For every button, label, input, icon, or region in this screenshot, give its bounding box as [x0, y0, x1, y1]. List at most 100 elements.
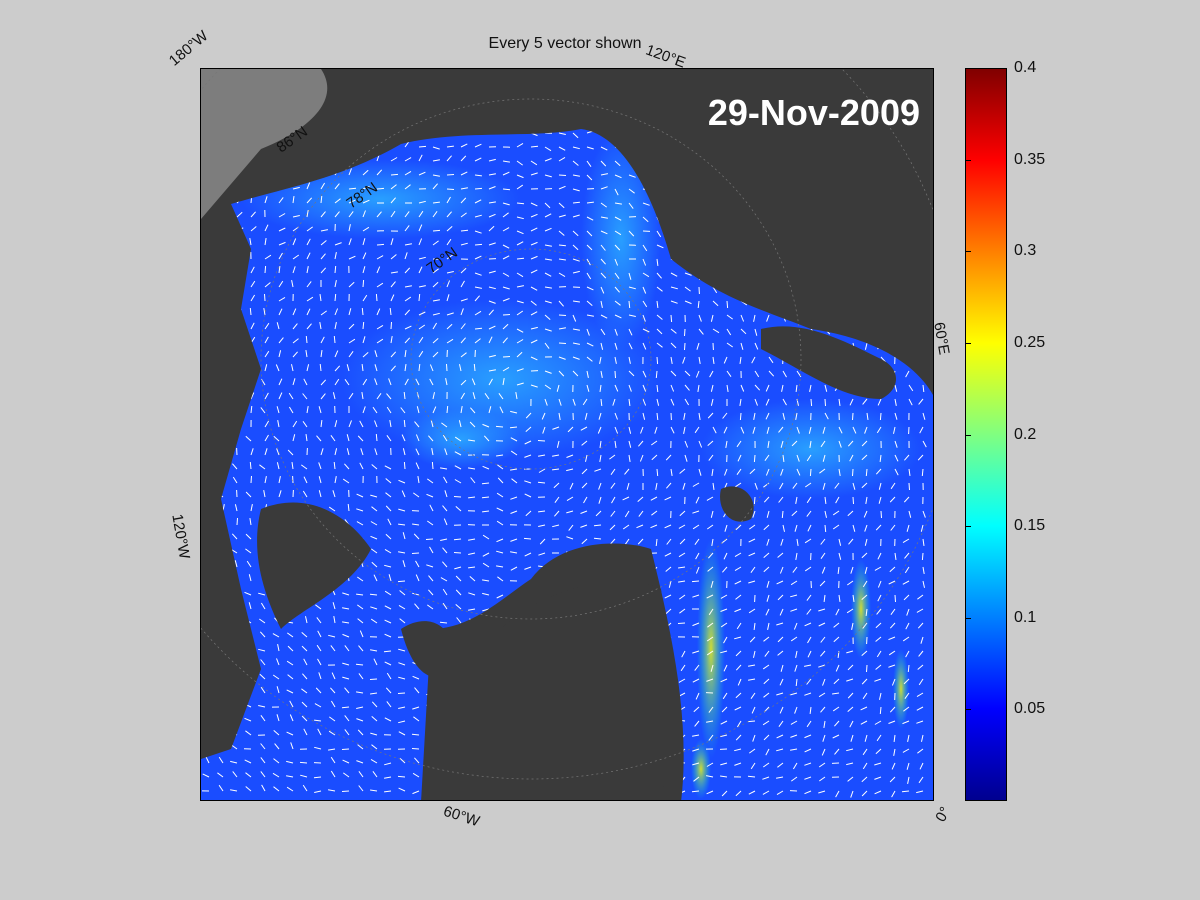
drift-vector	[516, 339, 524, 344]
drift-vector	[544, 258, 552, 261]
drift-vector	[572, 328, 580, 331]
drift-vector	[332, 490, 336, 498]
drift-vector	[530, 384, 538, 388]
drift-vector	[427, 478, 434, 484]
drift-vector	[474, 214, 482, 218]
drift-vector	[538, 454, 546, 457]
drift-vector	[446, 211, 452, 218]
drift-vector	[361, 364, 364, 372]
drift-vector	[860, 706, 868, 711]
drift-vector	[260, 659, 266, 666]
drift-vector	[720, 608, 728, 612]
drift-vector	[835, 496, 840, 504]
drift-vector	[776, 622, 784, 626]
drift-vector	[779, 608, 784, 616]
drift-vector	[628, 230, 635, 237]
drift-vector	[749, 524, 756, 530]
drift-vector	[530, 255, 538, 260]
drift-vector	[525, 510, 532, 517]
drift-vector	[708, 608, 714, 616]
drift-vector	[670, 272, 678, 277]
drift-vector	[780, 538, 784, 546]
drift-vector	[905, 622, 910, 630]
drift-vector	[415, 378, 420, 386]
drift-vector	[917, 622, 924, 629]
drift-vector	[586, 328, 590, 336]
drift-vector	[566, 510, 574, 514]
drift-vector	[849, 720, 854, 728]
drift-vector	[260, 757, 266, 764]
figure-title: Every 5 vector shown	[488, 35, 642, 52]
drift-vector	[510, 468, 518, 471]
drift-vector	[446, 405, 449, 414]
drift-vector	[289, 700, 294, 708]
drift-vector	[864, 524, 868, 532]
drift-vector	[263, 308, 266, 316]
drift-vector	[498, 393, 504, 400]
drift-vector	[455, 604, 462, 610]
drift-vector	[318, 476, 322, 484]
drift-vector	[432, 240, 439, 246]
drift-vector	[488, 300, 496, 304]
drift-vector	[708, 734, 714, 741]
drift-vector	[582, 398, 588, 406]
drift-vector	[682, 356, 686, 364]
drift-vector	[894, 552, 897, 560]
drift-vector	[804, 748, 812, 753]
drift-vector	[598, 482, 602, 490]
drift-vector	[655, 370, 658, 379]
drift-vector	[922, 580, 925, 588]
drift-vector	[430, 420, 434, 428]
drift-vector	[446, 155, 452, 162]
drift-vector	[483, 435, 490, 442]
drift-vector	[429, 364, 434, 372]
drift-vector	[861, 482, 868, 489]
drift-vector	[530, 202, 538, 207]
drift-vector	[341, 706, 350, 709]
drift-vector	[586, 230, 593, 237]
drift-vector	[362, 378, 368, 386]
drift-vector	[482, 579, 490, 582]
drift-vector	[877, 552, 882, 560]
drift-vector	[656, 328, 663, 335]
drift-vector	[656, 230, 662, 238]
drift-vector	[600, 342, 604, 350]
drift-vector	[818, 762, 826, 768]
drift-vector	[740, 384, 745, 392]
drift-vector	[432, 322, 438, 330]
drift-vector	[230, 789, 238, 792]
drift-vector	[821, 566, 826, 574]
drift-vector	[482, 552, 490, 557]
drift-vector	[446, 196, 451, 204]
drift-vector	[317, 658, 322, 666]
drift-vector	[278, 227, 286, 232]
drift-vector	[316, 435, 322, 442]
drift-vector	[656, 398, 660, 406]
drift-vector	[403, 391, 406, 400]
drift-vector	[901, 790, 910, 793]
drift-vector	[258, 592, 266, 596]
drift-vector	[245, 772, 252, 778]
drift-vector	[586, 174, 593, 181]
drift-vector	[572, 270, 580, 274]
drift-vector	[600, 398, 603, 407]
drift-vector	[762, 776, 770, 780]
drift-vector	[258, 705, 266, 708]
drift-vector	[443, 518, 448, 526]
drift-vector	[482, 608, 490, 612]
drift-vector	[597, 426, 602, 434]
drift-vector	[418, 224, 423, 232]
drift-vector	[874, 678, 882, 682]
drift-vector	[334, 420, 338, 428]
drift-vector	[496, 507, 504, 512]
drift-vector	[446, 280, 451, 288]
drift-vector	[614, 314, 622, 319]
drift-vector	[286, 731, 294, 736]
drift-vector	[846, 678, 854, 682]
drift-vector	[670, 356, 673, 364]
drift-vector	[473, 363, 476, 372]
drift-vector	[264, 282, 271, 288]
drift-vector	[537, 440, 546, 442]
drift-vector	[390, 238, 394, 246]
drift-vector	[600, 186, 608, 190]
